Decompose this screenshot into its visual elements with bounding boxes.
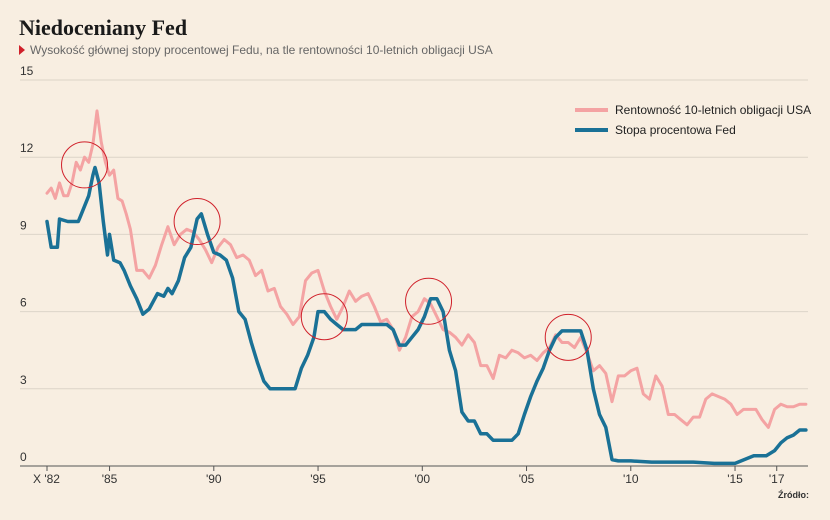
x-tick-label: '15 [727,472,743,486]
x-axis-ticks: X '82 '85 '90 '95 '00 '05 '10 '15 '17 [33,466,785,486]
x-tick-label: '95 [310,472,326,486]
highlight-circle [405,277,453,325]
x-tick-label: '10 [623,472,639,486]
x-tick-label: '90 [206,472,222,486]
treasury-yield-line [45,109,808,429]
y-axis-ticks: 0 3 6 9 12 15 [20,64,34,464]
legend-treasury-label: Rentowność 10-letnich obligacji USA [615,103,811,117]
x-tick-label: '17 [769,472,785,486]
bullet-triangle-icon [19,45,25,55]
legend: Rentowność 10-letnich obligacji USA Stopa… [575,103,811,137]
series-lines [45,109,808,466]
grid-lines [20,79,808,467]
fed-rate-line [45,165,808,466]
legend-fed-label: Stopa procentowa Fed [615,123,736,137]
x-tick-label: '00 [414,472,430,486]
x-tick-label: '05 [519,472,535,486]
highlight-circle [300,293,348,341]
subtitle-text: Wysokość głównej stopy procentowej Fedu,… [30,43,493,57]
highlight-circle [173,198,221,246]
y-tick-label: 12 [20,141,34,155]
chart-title: Niedoceniany Fed [19,15,188,40]
y-tick-label: 3 [20,373,27,387]
chart-subtitle: Wysokość głównej stopy procentowej Fedu,… [19,43,493,57]
x-tick-label: X '82 [33,472,60,486]
y-tick-label: 0 [20,450,27,464]
highlight-circle [61,141,109,189]
source-label: Źródło: [778,490,809,500]
x-tick-label: '85 [102,472,118,486]
y-tick-label: 15 [20,64,34,78]
annotation-circles [61,141,592,361]
highlight-circle [544,313,592,361]
y-tick-label: 6 [20,296,27,310]
y-tick-label: 9 [20,218,27,232]
